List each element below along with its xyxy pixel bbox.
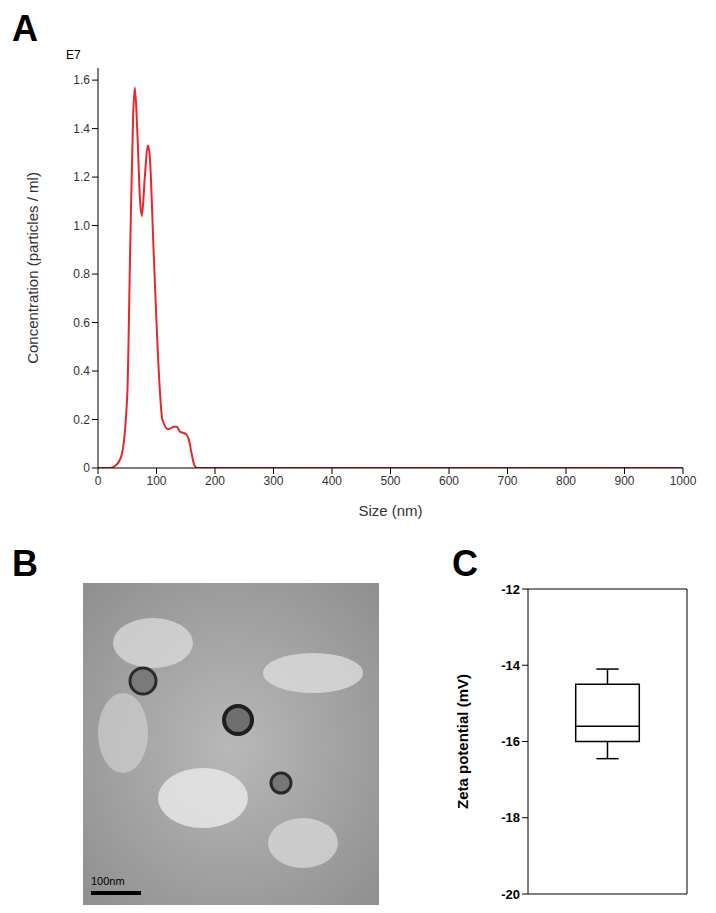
svg-text:1.0: 1.0	[73, 219, 90, 233]
svg-text:1000: 1000	[670, 474, 697, 488]
svg-text:0.4: 0.4	[73, 364, 90, 378]
svg-text:800: 800	[556, 474, 576, 488]
svg-text:1.4: 1.4	[73, 122, 90, 136]
svg-text:0: 0	[95, 474, 102, 488]
svg-text:900: 900	[614, 474, 634, 488]
svg-text:200: 200	[205, 474, 225, 488]
svg-text:-20: -20	[501, 887, 520, 902]
svg-text:700: 700	[497, 474, 517, 488]
svg-text:500: 500	[380, 474, 400, 488]
html-text:100nm: 100nm	[91, 875, 125, 887]
html-text:C: C	[452, 543, 478, 584]
svg-text:-16: -16	[501, 734, 520, 749]
svg-text:Concentration (particles / ml): Concentration (particles / ml)	[24, 172, 41, 364]
svg-text:0.2: 0.2	[73, 413, 90, 427]
html-text:E7: E7	[66, 48, 81, 62]
svg-text:300: 300	[263, 474, 283, 488]
svg-text:1.6: 1.6	[73, 73, 90, 87]
svg-text:600: 600	[439, 474, 459, 488]
html-text:A: A	[12, 8, 38, 49]
svg-text:0.8: 0.8	[73, 267, 90, 281]
svg-text:-14: -14	[501, 658, 521, 673]
html-text:B: B	[12, 543, 38, 584]
svg-text:0.6: 0.6	[73, 316, 90, 330]
svg-text:100: 100	[146, 474, 166, 488]
svg-text:-12: -12	[501, 582, 520, 597]
svg-text:1.2: 1.2	[73, 170, 90, 184]
svg-text:-18: -18	[501, 810, 520, 825]
svg-text:0: 0	[83, 461, 90, 475]
svg-text:400: 400	[322, 474, 342, 488]
svg-text:Zeta potential (mV): Zeta potential (mV)	[454, 674, 471, 809]
svg-text:Size (nm): Size (nm)	[358, 502, 422, 519]
